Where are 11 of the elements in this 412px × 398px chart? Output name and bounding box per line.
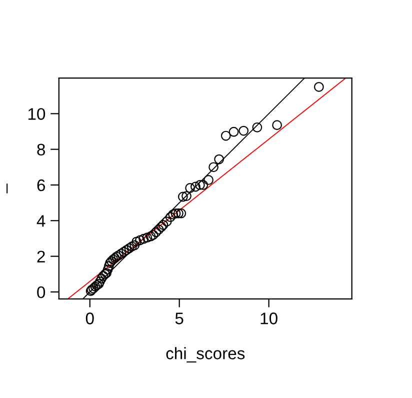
x-tick-label: 10: [260, 312, 278, 324]
y-tick-label: 10: [28, 108, 46, 120]
y-tick-label: 4: [36, 215, 46, 227]
x-tick-label: 5: [175, 312, 184, 324]
y-tick-label: 0: [37, 286, 46, 298]
y-tick-label: 6: [37, 179, 45, 192]
x-axis-title: chi_scores: [166, 347, 245, 362]
y-axis-title: _: [6, 184, 8, 194]
x-tick-label: 0: [86, 312, 94, 324]
y-tick-label: 8: [37, 144, 45, 156]
y-tick-label: 2: [37, 250, 45, 262]
